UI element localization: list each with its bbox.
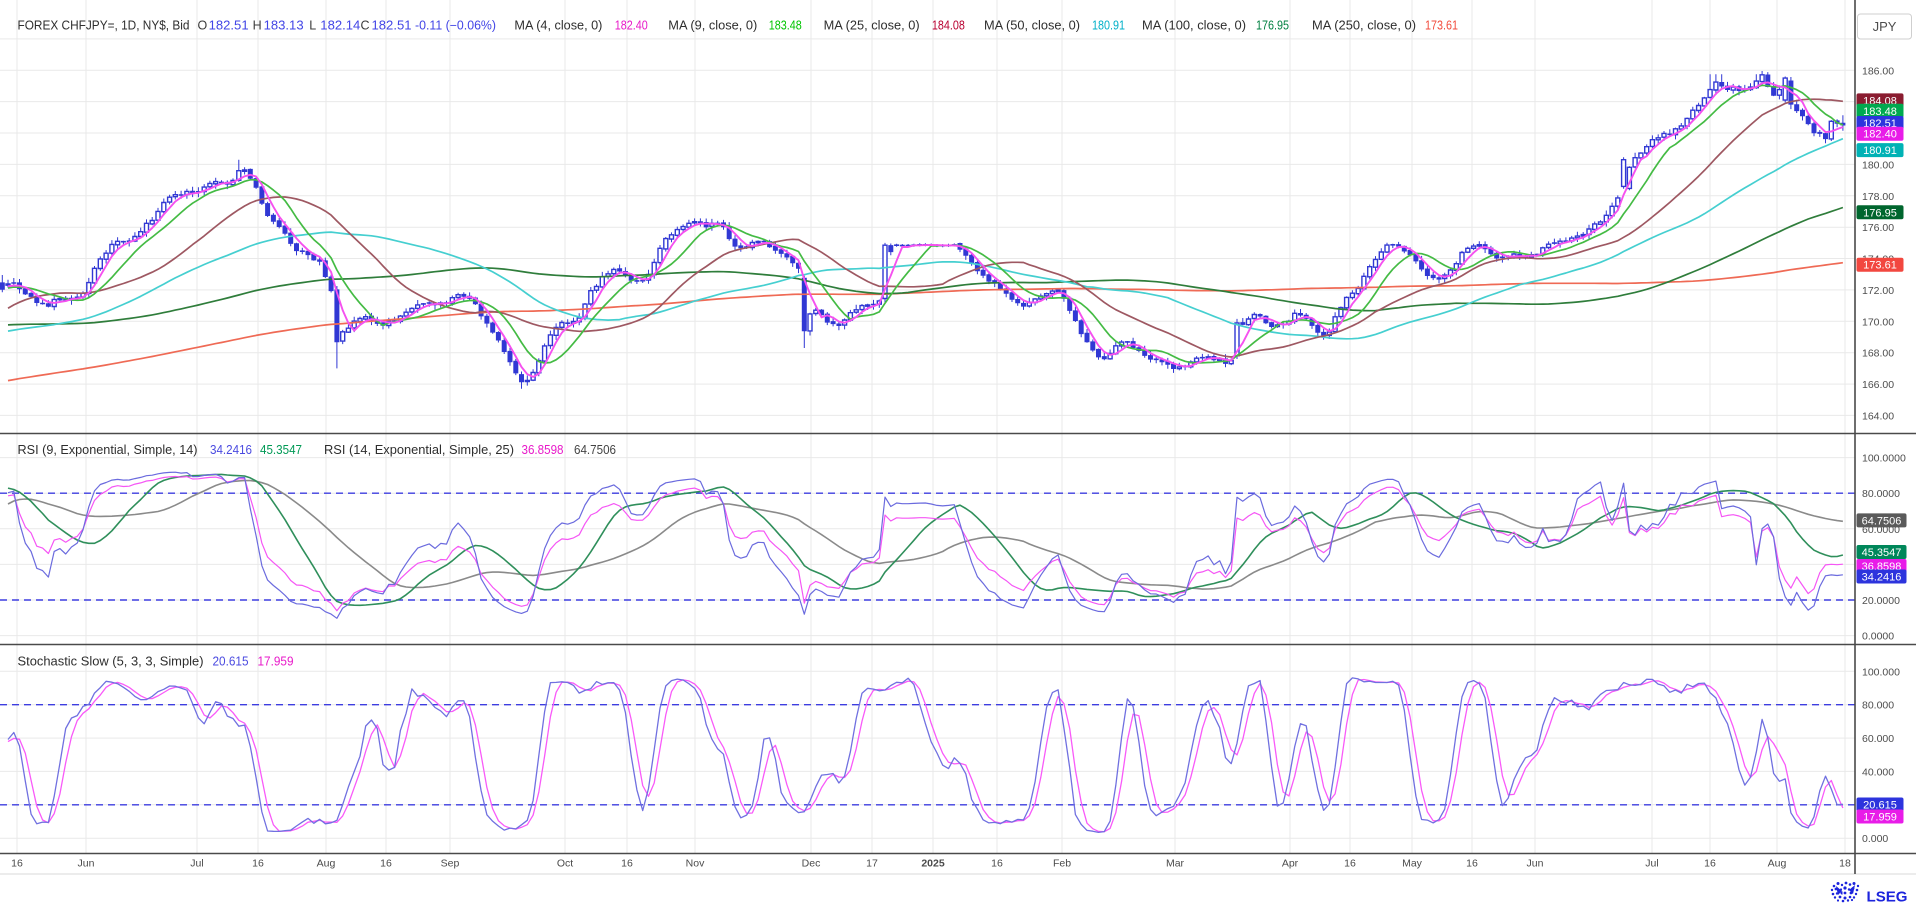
svg-text:Apr: Apr [1282, 858, 1299, 870]
svg-text:RSI (9, Exponential, Simple, 1: RSI (9, Exponential, Simple, 14) [18, 443, 198, 457]
svg-text:20.615: 20.615 [1863, 800, 1897, 812]
svg-text:16: 16 [991, 858, 1003, 870]
svg-text:2025: 2025 [921, 858, 945, 870]
svg-text:172.00: 172.00 [1862, 285, 1894, 297]
svg-text:Dec: Dec [802, 858, 821, 870]
svg-text:Mar: Mar [1166, 858, 1185, 870]
svg-text:C: C [361, 19, 370, 33]
svg-text:186.00: 186.00 [1862, 65, 1894, 77]
svg-text:FOREX CHFJPY=, 1D, NY$, Bid: FOREX CHFJPY=, 1D, NY$, Bid [18, 19, 190, 33]
svg-text:176.00: 176.00 [1862, 222, 1894, 234]
svg-text:168.00: 168.00 [1862, 348, 1894, 360]
svg-text:45.3547: 45.3547 [1862, 547, 1902, 559]
svg-text:16: 16 [621, 858, 633, 870]
svg-text:183.48: 183.48 [1863, 106, 1897, 118]
svg-text:0.000: 0.000 [1862, 833, 1888, 845]
svg-text:MA (100, close, 0): MA (100, close, 0) [1142, 19, 1246, 33]
svg-text:MA (250, close, 0): MA (250, close, 0) [1312, 19, 1416, 33]
svg-text:16: 16 [1704, 858, 1716, 870]
svg-text:80.0000: 80.0000 [1862, 488, 1900, 500]
svg-text:RSI (14, Exponential, Simple,: RSI (14, Exponential, Simple, 25) [324, 443, 514, 457]
svg-text:20.0000: 20.0000 [1862, 595, 1900, 607]
svg-text:MA (25, close, 0): MA (25, close, 0) [824, 19, 920, 33]
svg-text:100.0000: 100.0000 [1862, 453, 1906, 465]
svg-text:MA (50, close, 0): MA (50, close, 0) [984, 19, 1080, 33]
svg-text:May: May [1402, 858, 1423, 870]
svg-text:166.00: 166.00 [1862, 379, 1894, 391]
svg-text:180.00: 180.00 [1862, 159, 1894, 171]
svg-text:Jul: Jul [190, 858, 203, 870]
svg-text:64.7506: 64.7506 [574, 443, 616, 457]
svg-text:Nov: Nov [686, 858, 705, 870]
svg-text:183.13: 183.13 [264, 19, 304, 33]
svg-text:Jun: Jun [1527, 858, 1544, 870]
svg-text:Oct: Oct [557, 858, 573, 870]
svg-text:45.3547: 45.3547 [260, 443, 302, 457]
svg-text:JPY: JPY [1873, 19, 1897, 34]
svg-text:L: L [309, 19, 316, 33]
svg-text:180.91: 180.91 [1863, 145, 1897, 157]
svg-text:176.95: 176.95 [1256, 19, 1289, 33]
svg-text:80.000: 80.000 [1862, 700, 1894, 712]
svg-text:16: 16 [11, 858, 23, 870]
svg-text:182.51: 182.51 [372, 19, 412, 33]
svg-text:16: 16 [380, 858, 392, 870]
svg-text:34.2416: 34.2416 [1862, 572, 1902, 584]
svg-text:176.95: 176.95 [1863, 207, 1897, 219]
svg-text:MA (4, close, 0): MA (4, close, 0) [514, 19, 602, 33]
svg-text:0.0000: 0.0000 [1862, 631, 1894, 643]
svg-text:20.615: 20.615 [213, 655, 249, 669]
svg-text:Feb: Feb [1053, 858, 1071, 870]
svg-text:MA (9, close, 0): MA (9, close, 0) [668, 19, 757, 33]
svg-text:16: 16 [1344, 858, 1356, 870]
svg-text:18: 18 [1839, 858, 1851, 870]
svg-text:64.7506: 64.7506 [1862, 515, 1902, 527]
svg-text:183.48: 183.48 [769, 19, 802, 33]
svg-text:O: O [198, 19, 208, 33]
svg-text:Sep: Sep [441, 858, 460, 870]
svg-text:Stochastic Slow (5, 3, 3, Simp: Stochastic Slow (5, 3, 3, Simple) [18, 655, 204, 669]
svg-text:17.959: 17.959 [258, 655, 294, 669]
svg-text:16: 16 [252, 858, 264, 870]
svg-text:H: H [253, 19, 262, 33]
svg-text:182.40: 182.40 [615, 19, 648, 33]
svg-text:36.8598: 36.8598 [522, 443, 564, 457]
svg-text:182.51: 182.51 [209, 19, 249, 33]
svg-text:LSEG: LSEG [1867, 889, 1908, 906]
svg-text:170.00: 170.00 [1862, 316, 1894, 328]
svg-text:40.000: 40.000 [1862, 766, 1894, 778]
svg-text:Jun: Jun [78, 858, 95, 870]
svg-text:-0.11 (−0.06%): -0.11 (−0.06%) [415, 19, 496, 33]
svg-text:184.08: 184.08 [932, 19, 965, 33]
svg-text:182.14: 182.14 [320, 19, 360, 33]
svg-text:100.000: 100.000 [1862, 666, 1900, 678]
svg-text:164.00: 164.00 [1862, 410, 1894, 422]
svg-text:Aug: Aug [1768, 858, 1787, 870]
svg-text:60.000: 60.000 [1862, 733, 1894, 745]
svg-text:173.61: 173.61 [1425, 19, 1458, 33]
svg-text:Jul: Jul [1645, 858, 1658, 870]
svg-text:16: 16 [1466, 858, 1478, 870]
svg-text:17: 17 [866, 858, 878, 870]
svg-text:182.40: 182.40 [1863, 129, 1897, 141]
svg-text:34.2416: 34.2416 [210, 443, 252, 457]
svg-text:178.00: 178.00 [1862, 191, 1894, 203]
svg-text:Aug: Aug [317, 858, 336, 870]
svg-text:173.61: 173.61 [1863, 260, 1897, 272]
svg-text:180.91: 180.91 [1092, 19, 1125, 33]
svg-text:17.959: 17.959 [1863, 812, 1897, 824]
